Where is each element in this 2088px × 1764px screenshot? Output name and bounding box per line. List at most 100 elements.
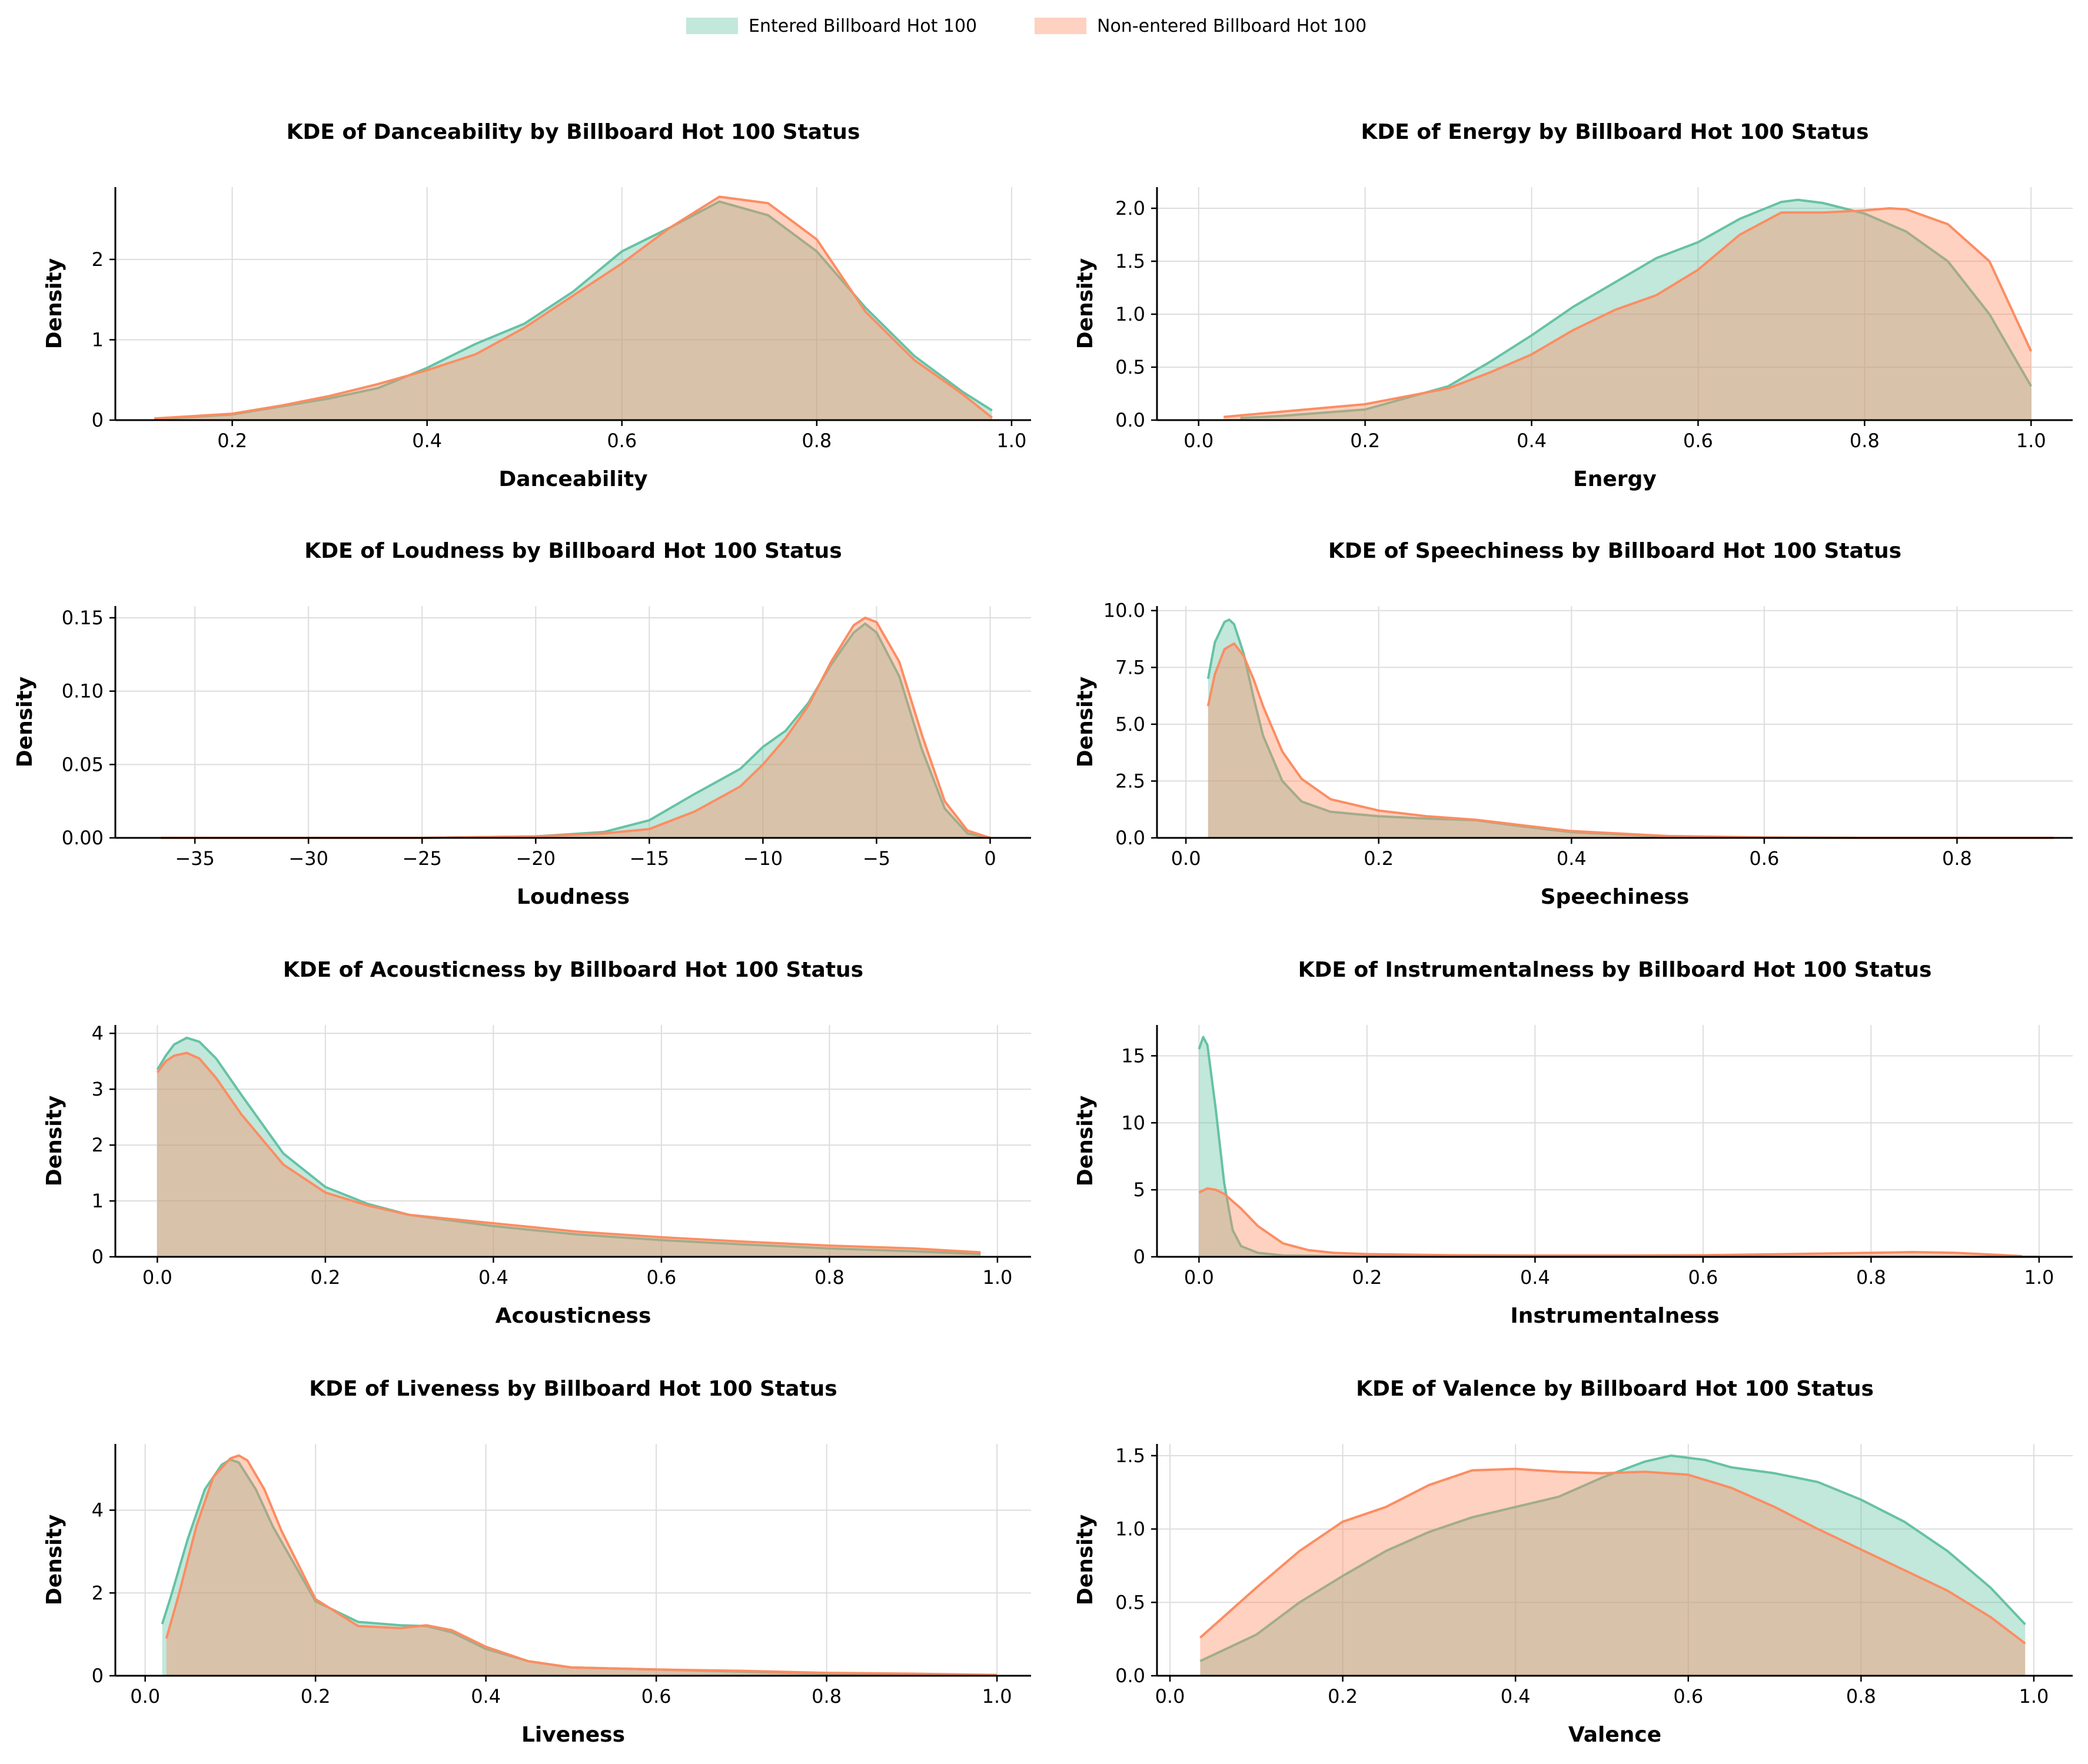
legend-label-non-entered: Non-entered Billboard Hot 100 (1097, 16, 1366, 36)
x-tick-label: 0.4 (412, 430, 442, 452)
y-tick-label: 15 (1121, 1044, 1145, 1067)
kde-area-entered (161, 623, 990, 838)
x-axis-label: Instrumentalness (1510, 1304, 1719, 1328)
kde-area-entered (162, 1459, 998, 1676)
x-tick-label: 0.6 (646, 1266, 676, 1289)
x-axis-label: Danceability (498, 467, 647, 491)
y-tick-label: 0 (1133, 1246, 1145, 1268)
legend-label-entered: Entered Billboard Hot 100 (749, 16, 977, 36)
kde-line-entered (1198, 1036, 2039, 1258)
x-tick-label: 0.4 (1520, 1266, 1550, 1289)
x-tick-label: 0.6 (1673, 1685, 1703, 1708)
subplot-title: KDE of Acousticness by Billboard Hot 100… (283, 958, 863, 982)
y-axis-label: Density (1073, 258, 1098, 349)
x-axis-label: Acousticness (496, 1304, 651, 1328)
y-tick-label: 0 (92, 409, 104, 431)
kde-line-entered (161, 622, 990, 839)
x-tick-label: 0.8 (1846, 1685, 1876, 1708)
subplot-danceability: KDE of Danceability by Billboard Hot 100… (42, 120, 1031, 491)
subplot-title: KDE of Valence by Billboard Hot 100 Stat… (1356, 1377, 1874, 1401)
subplot-title: KDE of Danceability by Billboard Hot 100… (287, 120, 860, 144)
y-tick-label: 4 (92, 1499, 104, 1522)
x-tick-label: 0.2 (1350, 430, 1380, 452)
y-tick-label: 10 (1121, 1111, 1145, 1134)
y-tick-label: 0.5 (1115, 1591, 1145, 1613)
y-tick-label: 1.0 (1115, 303, 1145, 325)
y-tick-label: 2 (92, 1582, 104, 1604)
x-tick-label: 0.2 (1328, 1685, 1358, 1708)
kde-area-non-entered (1199, 1188, 2023, 1257)
y-tick-label: 0.0 (1115, 827, 1145, 849)
x-tick-label: 1.0 (2024, 1266, 2054, 1289)
kde-area-non-entered (157, 1053, 981, 1257)
kde-line-non-entered (1223, 207, 2033, 418)
x-tick-label: 0.6 (1683, 430, 1713, 452)
y-tick-label: 1 (92, 328, 104, 351)
subplot-energy: KDE of Energy by Billboard Hot 100 Statu… (1073, 120, 2073, 491)
kde-line-entered (156, 1036, 981, 1256)
x-axis-label: Valence (1568, 1723, 1661, 1747)
x-tick-label: 0.6 (1688, 1266, 1718, 1289)
subplot-title: KDE of Energy by Billboard Hot 100 Statu… (1361, 120, 1868, 144)
y-tick-label: 4 (92, 1022, 104, 1044)
x-tick-label: 0.0 (142, 1266, 172, 1289)
y-tick-label: 0.0 (1115, 409, 1145, 431)
y-axis-label: Density (1073, 1515, 1098, 1605)
kde-line-non-entered (154, 195, 993, 420)
y-tick-label: 1.0 (1115, 1518, 1145, 1540)
x-tick-label: −5 (863, 847, 890, 870)
y-tick-label: 0 (92, 1246, 104, 1268)
subplot-valence: KDE of Valence by Billboard Hot 100 Stat… (1073, 1377, 2073, 1747)
x-tick-label: 0.2 (217, 430, 247, 452)
x-axis-label: Liveness (521, 1723, 625, 1747)
x-tick-label: 0.4 (1557, 847, 1587, 870)
x-tick-label: 0.0 (1171, 847, 1201, 870)
subplot-speechiness: KDE of Speechiness by Billboard Hot 100 … (1073, 539, 2073, 909)
y-axis-label: Density (42, 258, 67, 349)
y-tick-label: 2.5 (1115, 770, 1145, 792)
y-tick-label: 0.5 (1115, 356, 1145, 378)
x-tick-label: 0 (984, 847, 996, 870)
y-tick-label: 5.0 (1115, 713, 1145, 735)
subplot-acousticness: KDE of Acousticness by Billboard Hot 100… (42, 958, 1031, 1328)
x-tick-label: 0.8 (1856, 1266, 1886, 1289)
y-tick-label: 2 (92, 248, 104, 271)
y-axis-label: Density (13, 677, 37, 767)
x-tick-label: 0.0 (1155, 1685, 1185, 1708)
x-tick-label: 0.2 (301, 1685, 331, 1708)
x-tick-label: 0.6 (607, 430, 637, 452)
x-tick-label: 0.4 (471, 1685, 501, 1708)
subplot-grid: KDE of Danceability by Billboard Hot 100… (13, 120, 2073, 1747)
y-tick-label: 3 (92, 1078, 104, 1100)
kde-area-non-entered (154, 197, 992, 420)
y-tick-label: 0.05 (62, 753, 104, 776)
x-tick-label: 1.0 (982, 1266, 1012, 1289)
kde-line-non-entered (156, 1051, 981, 1254)
x-tick-label: 0.8 (814, 1266, 844, 1289)
legend: Entered Billboard Hot 100 Non-entered Bi… (686, 16, 1366, 36)
x-tick-label: −15 (630, 847, 670, 870)
y-tick-label: 1 (92, 1190, 104, 1212)
y-axis-label: Density (1073, 677, 1098, 767)
y-tick-label: 1.5 (1115, 250, 1145, 272)
y-tick-label: 7.5 (1115, 656, 1145, 678)
subplot-instrumentalness: KDE of Instrumentalness by Billboard Hot… (1073, 958, 2073, 1328)
x-tick-label: 0.8 (1850, 430, 1880, 452)
x-tick-label: 0.8 (802, 430, 832, 452)
x-tick-label: −20 (516, 847, 556, 870)
x-tick-label: 0.4 (478, 1266, 508, 1289)
y-tick-label: 0 (92, 1665, 104, 1687)
kde-line-non-entered (1198, 1187, 2023, 1257)
kde-area-non-entered (1223, 208, 2032, 420)
kde-line-non-entered (165, 1454, 998, 1676)
subplot-title: KDE of Loudness by Billboard Hot 100 Sta… (304, 539, 842, 563)
y-axis-label: Density (42, 1096, 67, 1186)
kde-area-entered (1200, 1455, 2026, 1676)
y-tick-label: 0.15 (62, 607, 104, 629)
y-tick-label: 5 (1133, 1179, 1145, 1201)
x-tick-label: 0.2 (1364, 847, 1394, 870)
kde-area-entered (1199, 1037, 2039, 1257)
x-tick-label: 0.8 (1942, 847, 1972, 870)
x-tick-label: 0.0 (1184, 1266, 1214, 1289)
y-tick-label: 0.00 (62, 827, 104, 849)
